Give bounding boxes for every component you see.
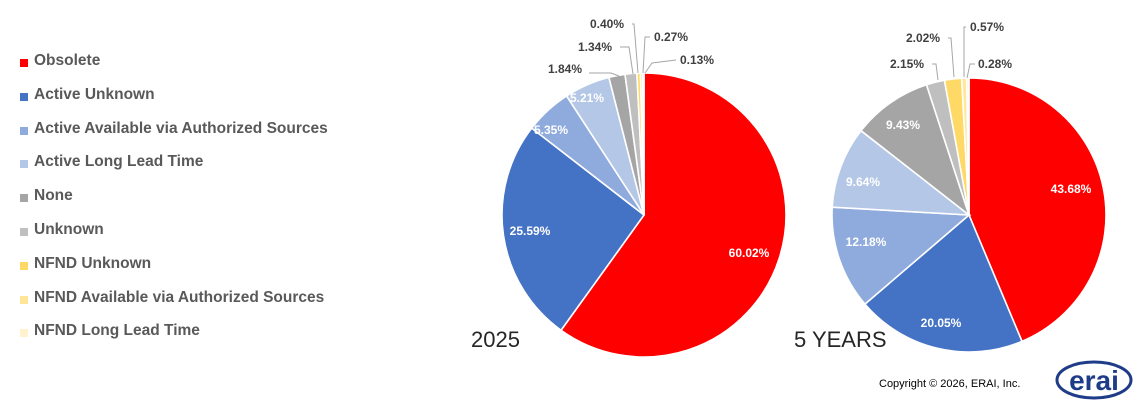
- legend-swatch: [20, 160, 28, 169]
- pie-chart-0: 60.02% 25.59% 5.35% 5.21% 1.84% 1.34% 0.40% 0.2…: [501, 17, 787, 358]
- data-label: 20.05%: [921, 316, 962, 330]
- data-label: 0.57%: [970, 20, 1004, 34]
- leader-line: [632, 23, 639, 74]
- pie-caption-5-years: 5 YEARS: [794, 327, 887, 352]
- leader-line: [963, 26, 966, 77]
- pie-slice: [831, 129, 972, 216]
- data-label: 9.64%: [846, 175, 880, 189]
- erai-logo: erai: [1055, 360, 1133, 400]
- legend-swatch: [20, 261, 28, 270]
- data-label: 25.59%: [510, 224, 551, 238]
- pie-chart-1: 43.68% 20.05% 12.18% 9.64% 9.43% 2.15% 2.02% 0.…: [831, 20, 1107, 353]
- data-label: 43.68%: [1051, 182, 1092, 196]
- pie-slice: [859, 83, 971, 218]
- leader-line: [589, 72, 620, 77]
- leader-line: [966, 63, 975, 79]
- leader-line: [948, 37, 955, 78]
- legend-swatch: [20, 228, 28, 236]
- legend-swatch: [20, 295, 28, 304]
- leader-line: [620, 46, 634, 75]
- data-label: 2.02%: [906, 31, 940, 45]
- data-label: 0.13%: [680, 53, 714, 67]
- legend-label: NFND Available via Authorized Sources: [34, 288, 325, 306]
- leader-line: [642, 36, 650, 74]
- pie-slice: [863, 213, 1024, 353]
- data-label: 0.40%: [590, 17, 624, 31]
- data-label: 9.43%: [886, 118, 920, 132]
- legend-swatch: [20, 92, 28, 101]
- pie-slice: [968, 77, 1107, 343]
- pie-slice: [831, 206, 972, 306]
- data-label: 12.18%: [846, 235, 887, 249]
- legend-label: Active Unknown: [34, 85, 155, 103]
- legend-label: Active Available via Authorized Sources: [34, 119, 328, 137]
- pie-slice: [559, 72, 787, 358]
- data-label: 60.02%: [729, 246, 770, 260]
- legend-swatch: [20, 194, 28, 203]
- legend-swatch: [20, 59, 28, 67]
- pie-slice: [501, 126, 646, 332]
- data-label: 0.27%: [654, 30, 688, 44]
- leader-line: [932, 63, 939, 81]
- legend-label: Unknown: [34, 221, 104, 238]
- data-label: 5.35%: [534, 123, 568, 137]
- leader-line: [644, 59, 677, 74]
- legend-swatch: [20, 329, 28, 338]
- legend-label: NFND Unknown: [34, 254, 152, 272]
- data-label: 1.34%: [578, 40, 612, 54]
- legend-label: Obsolete: [34, 52, 101, 69]
- pie-caption-2025: 2025: [471, 327, 520, 352]
- pie-slice: [965, 77, 970, 216]
- svg-text:erai: erai: [1069, 365, 1119, 396]
- legend-swatch: [20, 126, 28, 135]
- legend-label: Active Long Lead Time: [34, 153, 204, 171]
- data-label: 0.28%: [978, 57, 1012, 71]
- data-label: 1.84%: [548, 62, 582, 76]
- data-label: 5.21%: [570, 91, 604, 105]
- legend-label: NFND Long Lead Time: [34, 322, 200, 340]
- data-label: 2.15%: [890, 57, 924, 71]
- copyright-text: Copyright © 2026, ERAI, Inc.: [879, 378, 1021, 390]
- legend-label: None: [34, 187, 73, 205]
